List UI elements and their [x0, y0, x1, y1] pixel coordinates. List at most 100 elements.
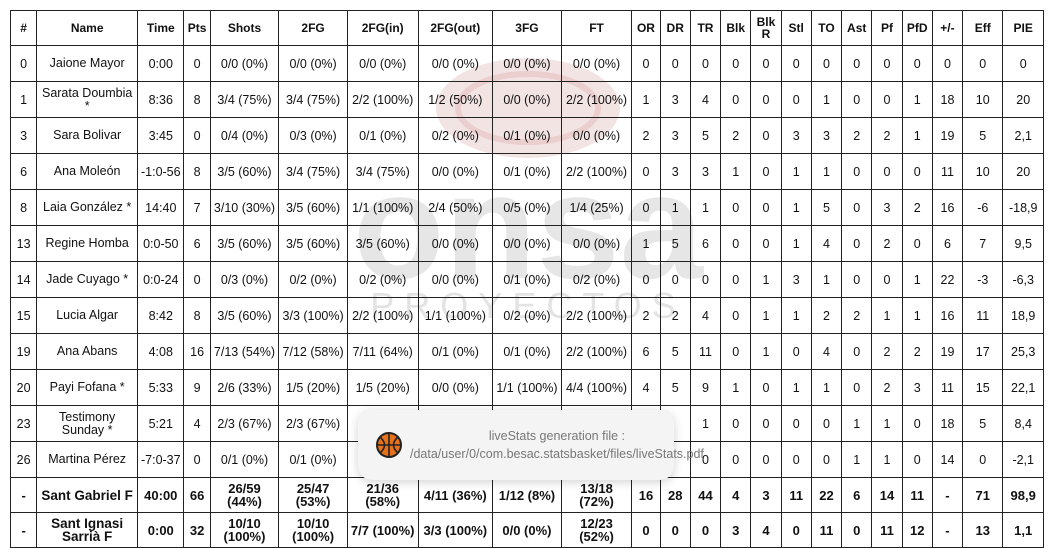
stat-cell: 6 [9, 153, 38, 190]
stat-cell: 14 [871, 477, 903, 513]
stat-cell: 0 [720, 297, 752, 334]
stat-cell: -6 [962, 189, 1004, 226]
stat-cell: 0 [780, 512, 812, 548]
stat-cell: 0 [871, 261, 903, 298]
stat-cell: 12 [901, 512, 933, 548]
stat-cell: 0 [183, 261, 211, 298]
column-header: # [9, 10, 38, 46]
stat-cell: 1 [901, 261, 933, 298]
stat-cell: 22 [931, 261, 964, 298]
stat-cell: 2 [720, 117, 752, 154]
stat-cell: 66 [183, 477, 211, 513]
stat-cell: 11 [931, 153, 964, 190]
stat-cell: 0 [1002, 45, 1044, 82]
stat-cell: 1 [720, 369, 752, 406]
stat-cell: 1 [780, 225, 812, 262]
stat-cell: 8:36 [137, 81, 185, 118]
stat-cell: 0 [750, 405, 782, 442]
stat-cell: 7 [183, 189, 211, 226]
stat-cell: 0 [631, 153, 661, 190]
player-name-cell: Jade Cuyago * [36, 261, 139, 298]
stat-cell: 0 [750, 81, 782, 118]
stat-cell: 2 [901, 333, 933, 370]
stat-cell: 4 [689, 297, 722, 334]
stat-cell: 0/0 (0%) [417, 369, 494, 406]
stat-cell: 3/5 (60%) [278, 189, 348, 226]
stat-cell: 0/1 (0%) [492, 153, 562, 190]
stat-cell: 20 [1002, 153, 1044, 190]
stat-cell: 3 [689, 153, 722, 190]
stat-cell: 1 [810, 81, 843, 118]
stat-cell: 1,1 [1002, 512, 1044, 548]
stat-cell: 16 [631, 477, 661, 513]
stat-cell: 1 [780, 189, 812, 226]
stat-cell: 0/5 (0%) [492, 189, 562, 226]
stat-cell: 2 [659, 297, 691, 334]
stat-cell: -7:0-37 [137, 441, 185, 478]
stat-cell: 40:00 [137, 477, 185, 513]
stat-cell: 0/0 (0%) [492, 512, 562, 548]
stat-cell: 4 [689, 81, 722, 118]
stat-cell: 3/5 (60%) [209, 225, 280, 262]
stat-cell: 0 [689, 45, 722, 82]
stat-cell: 1 [631, 225, 661, 262]
stat-cell: 2/6 (33%) [209, 369, 280, 406]
stat-cell: 11 [901, 477, 933, 513]
stat-cell: 1 [750, 333, 782, 370]
stat-cell: 22,1 [1002, 369, 1044, 406]
stat-cell: 0/3 (0%) [209, 261, 280, 298]
stat-cell: 8 [183, 297, 211, 334]
column-header: TR [689, 10, 722, 46]
stat-cell: - [9, 477, 38, 513]
stat-cell: 11 [810, 512, 843, 548]
stat-cell: -1:0-56 [137, 153, 185, 190]
column-header: Pf [871, 10, 903, 46]
stat-cell: 0 [720, 225, 752, 262]
player-name-cell: Laia González * [36, 189, 139, 226]
stat-cell: - [9, 512, 38, 548]
stat-cell: 18 [931, 81, 964, 118]
stat-cell: 0 [841, 189, 873, 226]
stat-cell: 14 [931, 441, 964, 478]
basketball-app-icon [376, 432, 402, 458]
stat-cell: 13 [962, 512, 1004, 548]
stat-cell: 1 [841, 405, 873, 442]
stat-cell: 3/5 (60%) [209, 297, 280, 334]
stat-cell: 0 [750, 117, 782, 154]
column-header: PIE [1002, 10, 1044, 46]
team-total-row: - Sant Gabriel F 40:00 66 26/59 (44%) 25/47 (… [9, 477, 1044, 513]
stat-cell: 6 [183, 225, 211, 262]
stat-cell: 2/2 (100%) [346, 297, 419, 334]
player-name-cell: Regine Homba [36, 225, 139, 262]
stat-cell: 12/23 (52%) [560, 512, 633, 548]
stat-cell: 0:0-24 [137, 261, 185, 298]
stat-cell: 5 [810, 189, 843, 226]
column-header: Stl [780, 10, 812, 46]
stat-cell: 0 [689, 512, 722, 548]
stat-cell: 1/2 (50%) [417, 81, 494, 118]
stat-cell: 2/4 (50%) [417, 189, 494, 226]
stat-cell: 8 [183, 153, 211, 190]
stat-cell: 1 [720, 153, 752, 190]
stat-cell: 7/7 (100%) [346, 512, 419, 548]
stat-cell: 1/5 (20%) [346, 369, 419, 406]
stat-cell: 1 [841, 441, 873, 478]
stat-cell: 1/1 (100%) [492, 369, 562, 406]
stat-cell: 0 [9, 45, 38, 82]
stat-cell: 9 [689, 369, 722, 406]
stat-cell: 0/2 (0%) [346, 261, 419, 298]
stat-cell: 2/2 (100%) [560, 297, 633, 334]
column-header: +/- [931, 10, 964, 46]
stat-cell: 3 [659, 153, 691, 190]
stat-cell: 3 [9, 117, 38, 154]
stat-cell: 3 [780, 261, 812, 298]
stat-cell: 11 [780, 477, 812, 513]
stat-cell: 0 [780, 45, 812, 82]
stat-cell: 0 [720, 441, 752, 478]
stat-cell: 1 [9, 81, 38, 118]
stat-cell: 2/2 (100%) [560, 81, 633, 118]
stat-cell: 13 [9, 225, 38, 262]
stat-cell: 0 [841, 153, 873, 190]
stat-cell: 0/0 (0%) [560, 117, 633, 154]
stat-cell: 1 [780, 369, 812, 406]
